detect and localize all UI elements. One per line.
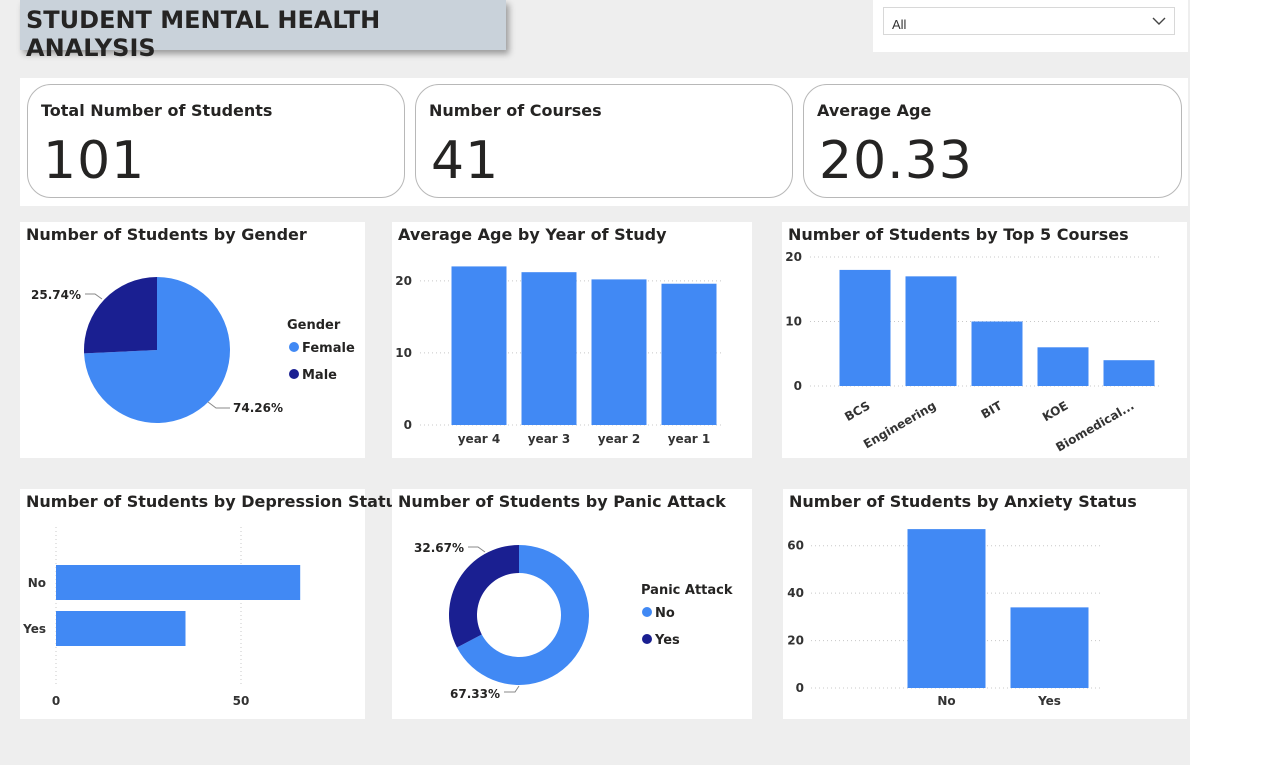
legend-item-male[interactable]: Male [302, 368, 337, 383]
kpi-value: 20.33 [819, 131, 973, 191]
title-banner: STUDENT MENTAL HEALTH ANALYSIS [20, 0, 506, 62]
courses-chart-panel: Number of Students by Top 5 Courses 0 10 2… [782, 222, 1187, 458]
legend-title: Gender [287, 318, 341, 333]
data-label-leader [504, 685, 520, 693]
y-tick-label: Yes [22, 622, 46, 636]
y-tick-label: 20 [395, 274, 412, 288]
data-label-leader [207, 401, 230, 409]
bar-yes [1010, 607, 1089, 688]
depression-chart-panel: Number of Students by Depression Status … [20, 489, 407, 719]
kpi-label: Total Number of Students [41, 101, 273, 120]
legend-marker [642, 607, 652, 617]
bar-year-1 [661, 283, 717, 425]
chart-title: Number of Students by Top 5 Courses [788, 225, 1129, 244]
y-tick-label: 10 [395, 346, 412, 360]
legend-marker [642, 634, 652, 644]
legend-marker [289, 369, 299, 379]
data-label: 67.33% [450, 687, 500, 701]
kpi-label: Number of Courses [429, 101, 602, 120]
panic-chart-panel: Number of Students by Panic Attack 67.33… [392, 489, 752, 719]
filter-selected-value: All [892, 17, 907, 32]
chevron-down-icon [1152, 17, 1166, 25]
x-tick-label: year 4 [458, 432, 501, 446]
bar-no [56, 565, 301, 600]
panic-donut-chart: 67.33% 32.67% Panic Attack No Yes [414, 541, 733, 701]
y-tick-label: 0 [404, 418, 412, 432]
bar-bit [971, 321, 1023, 386]
pie-slice-male [84, 277, 157, 354]
y-tick-label: 0 [794, 379, 802, 393]
legend-marker [289, 342, 299, 352]
x-tick-label: No [937, 694, 955, 708]
anxiety-chart-panel: Number of Students by Anxiety Status 0 20… [783, 489, 1187, 719]
x-tick-label: 50 [233, 694, 250, 708]
chart-title: Number of Students by Gender [26, 225, 307, 244]
depression-bar-chart: 0 50 No Yes [22, 527, 301, 708]
pie-slice-female [84, 277, 231, 423]
kpi-card-average-age: Average Age 20.33 [803, 84, 1182, 198]
x-tick-label: Engineering [861, 398, 939, 451]
gender-pie-chart: 74.26% 25.74% Gender Female Male [31, 277, 355, 423]
x-tick-label: KOE [1040, 398, 1071, 424]
data-label-leader [85, 293, 103, 300]
x-tick-label: BCS [842, 398, 872, 424]
chart-title: Number of Students by Depression Status [26, 492, 407, 511]
x-tick-label: 0 [52, 694, 60, 708]
kpi-value: 101 [43, 131, 146, 191]
bar-bcs [839, 269, 891, 386]
data-label-leader [468, 546, 486, 553]
data-label: 25.74% [31, 288, 81, 302]
bar-year-2 [591, 279, 647, 425]
bar-no [907, 529, 986, 688]
y-tick-label: 20 [785, 250, 802, 264]
filter-dropdown[interactable]: All [883, 7, 1175, 35]
bar-engineering [905, 276, 957, 386]
data-label: 74.26% [233, 401, 283, 415]
data-label: 32.67% [414, 541, 464, 555]
age-year-chart-panel: Average Age by Year of Study 0 10 20 year 4… [392, 222, 752, 458]
bar-yes [56, 611, 186, 646]
y-tick-label: 40 [787, 586, 804, 600]
bar-year-3 [521, 272, 577, 425]
x-tick-label: Yes [1037, 694, 1061, 708]
page-title: STUDENT MENTAL HEALTH ANALYSIS [26, 6, 381, 62]
legend-item-yes[interactable]: Yes [654, 633, 680, 648]
pie-slice-yes [449, 545, 519, 648]
x-tick-label: year 1 [668, 432, 711, 446]
bar-year-4 [451, 266, 507, 425]
kpi-card-courses: Number of Courses 41 [415, 84, 793, 198]
anxiety-bar-chart: 0 20 40 60 No Yes [787, 529, 1101, 708]
kpi-value: 41 [431, 131, 500, 191]
bar-biomedical- [1103, 360, 1155, 386]
age-year-bar-chart: 0 10 20 year 4 year 3 year 2 year 1 [395, 266, 724, 446]
x-tick-label: BIT [979, 398, 1006, 421]
chart-title: Average Age by Year of Study [398, 225, 667, 244]
y-tick-label: 20 [787, 634, 804, 648]
filter-slicer: All [873, 0, 1188, 52]
legend-item-female[interactable]: Female [302, 341, 355, 356]
legend-item-no[interactable]: No [655, 606, 675, 621]
y-tick-label: 60 [787, 539, 804, 553]
kpi-card-total-students: Total Number of Students 101 [27, 84, 405, 198]
x-tick-label: year 3 [528, 432, 571, 446]
gender-chart-panel: Number of Students by Gender 74.26% 25.74… [20, 222, 365, 458]
pie-slice-no [456, 545, 589, 685]
y-tick-label: 10 [785, 315, 802, 329]
y-tick-label: No [28, 576, 46, 590]
kpi-label: Average Age [817, 101, 932, 120]
bar-koe [1037, 347, 1089, 386]
x-tick-label: year 2 [598, 432, 641, 446]
chart-title: Number of Students by Anxiety Status [789, 492, 1137, 511]
chart-title: Number of Students by Panic Attack [398, 492, 726, 511]
legend-title: Panic Attack [641, 583, 733, 598]
y-tick-label: 0 [796, 681, 804, 695]
